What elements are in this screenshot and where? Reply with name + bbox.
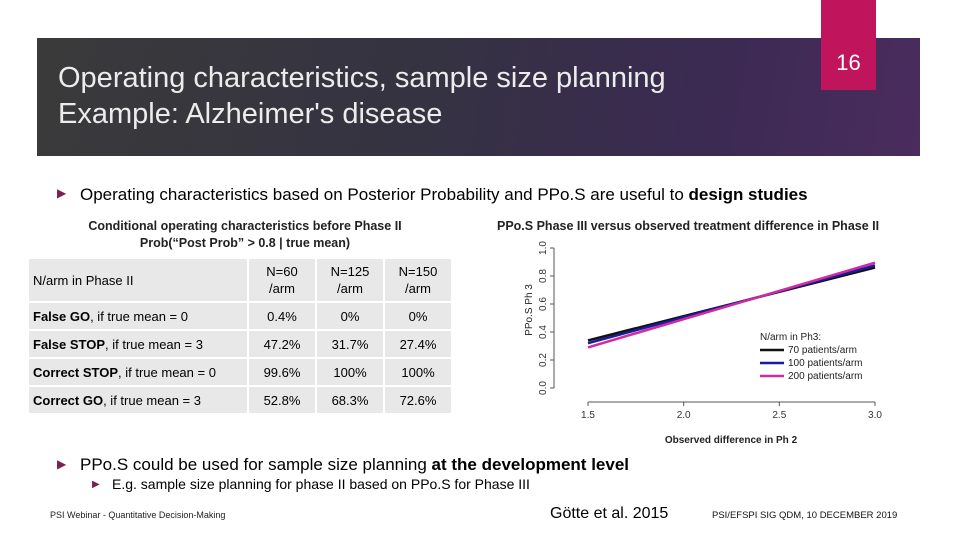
bullet-arrow-icon: ▶ xyxy=(57,186,67,200)
table-cell: 27.4% xyxy=(385,331,451,357)
table-heading-line-1: Conditional operating characteristics be… xyxy=(88,219,402,233)
table-cell: 0% xyxy=(317,303,383,329)
row-label: Correct STOP, if true mean = 0 xyxy=(29,359,247,385)
y-tick-label: 0.4 xyxy=(538,325,549,339)
legend-title: N/arm in Ph3: xyxy=(760,332,821,343)
bullet-2-bold: at the development level xyxy=(431,455,629,474)
legend-entry: 70 patients/arm xyxy=(788,345,857,356)
title-line-2: Example: Alzheimer's disease xyxy=(58,98,443,130)
column-header: N=60/arm xyxy=(249,259,315,301)
bullet-1-text: Operating characteristics based on Poste… xyxy=(80,185,689,204)
row-label: False STOP, if true mean = 3 xyxy=(29,331,247,357)
legend-entry: 200 patients/arm xyxy=(788,371,863,382)
y-tick-label: 0.8 xyxy=(538,269,549,283)
row-label: Correct GO, if true mean = 3 xyxy=(29,387,247,413)
y-tick-label: 0.6 xyxy=(538,297,549,311)
x-tick-label: 3.0 xyxy=(868,410,882,421)
bullet-arrow-icon: ▶ xyxy=(57,457,67,471)
footer-citation: Götte et al. 2015 xyxy=(550,505,669,522)
bullet-3: E.g. sample size planning for phase II b… xyxy=(112,476,530,492)
table-cell: 52.8% xyxy=(249,387,315,413)
table-cell: 31.7% xyxy=(317,331,383,357)
y-tick-label: 1.0 xyxy=(538,241,549,255)
chart-title: PPo.S Phase III versus observed treatmen… xyxy=(497,219,880,233)
title-banner xyxy=(37,38,920,156)
bullet-1-bold: design studies xyxy=(688,185,808,204)
table-cell: 0.4% xyxy=(249,303,315,329)
header-label: N/arm in Phase II xyxy=(29,259,247,301)
table-row: False STOP, if true mean = 3 47.2% 31.7%… xyxy=(29,331,451,357)
ppos-line-chart: 0.0 0.2 0.4 0.6 0.8 1.0 1.5 2.0 2.5 3.0 N/arm in… xyxy=(524,241,882,446)
y-axis-label: PPo.S Ph 3 xyxy=(524,284,535,336)
y-tick-label: 0.0 xyxy=(538,381,549,395)
bullet-2: PPo.S could be used for sample size plan… xyxy=(80,455,629,475)
title-line-1: Operating characteristics, sample size p… xyxy=(58,62,666,94)
footer-right: PSI/EFSPI SIG QDM, 10 DECEMBER 2019 xyxy=(712,510,898,521)
row-label: False GO, if true mean = 0 xyxy=(29,303,247,329)
x-tick-label: 2.5 xyxy=(772,410,786,421)
series-line xyxy=(587,261,876,349)
table-cell: 0% xyxy=(385,303,451,329)
table-cell: 100% xyxy=(317,359,383,385)
slide-title: Operating characteristics, sample size p… xyxy=(58,60,666,132)
slide-number-badge: 16 xyxy=(821,0,876,90)
table-row: False GO, if true mean = 0 0.4% 0% 0% xyxy=(29,303,451,329)
footer-left: PSI Webinar - Quantitative Decision-Maki… xyxy=(50,510,226,520)
table-header-row: N/arm in Phase II N=60/arm N=125/arm N=1… xyxy=(29,259,451,301)
legend-entry: 100 patients/arm xyxy=(788,358,863,369)
table-cell: 47.2% xyxy=(249,331,315,357)
table-heading: Conditional operating characteristics be… xyxy=(40,218,450,252)
column-header: N=150/arm xyxy=(385,259,451,301)
table-cell: 99.6% xyxy=(249,359,315,385)
table-row: Correct STOP, if true mean = 0 99.6% 100… xyxy=(29,359,451,385)
bullet-2-text: PPo.S could be used for sample size plan… xyxy=(80,455,432,474)
table-heading-line-2: Prob(“Post Prob” > 0.8 | true mean) xyxy=(139,236,351,250)
table-row: Correct GO, if true mean = 3 52.8% 68.3%… xyxy=(29,387,451,413)
table-cell: 72.6% xyxy=(385,387,451,413)
x-axis-label: Observed difference in Ph 2 xyxy=(665,435,798,446)
sub-bullet-arrow-icon: ▶ xyxy=(92,479,100,490)
table-cell: 68.3% xyxy=(317,387,383,413)
column-header: N=125/arm xyxy=(317,259,383,301)
slide-number: 16 xyxy=(836,50,861,75)
y-tick-label: 0.2 xyxy=(538,353,549,367)
table-cell: 100% xyxy=(385,359,451,385)
x-tick-label: 2.0 xyxy=(677,410,691,421)
operating-characteristics-table: N/arm in Phase II N=60/arm N=125/arm N=1… xyxy=(27,257,453,415)
x-tick-label: 1.5 xyxy=(581,410,595,421)
bullet-1: Operating characteristics based on Poste… xyxy=(80,185,808,205)
